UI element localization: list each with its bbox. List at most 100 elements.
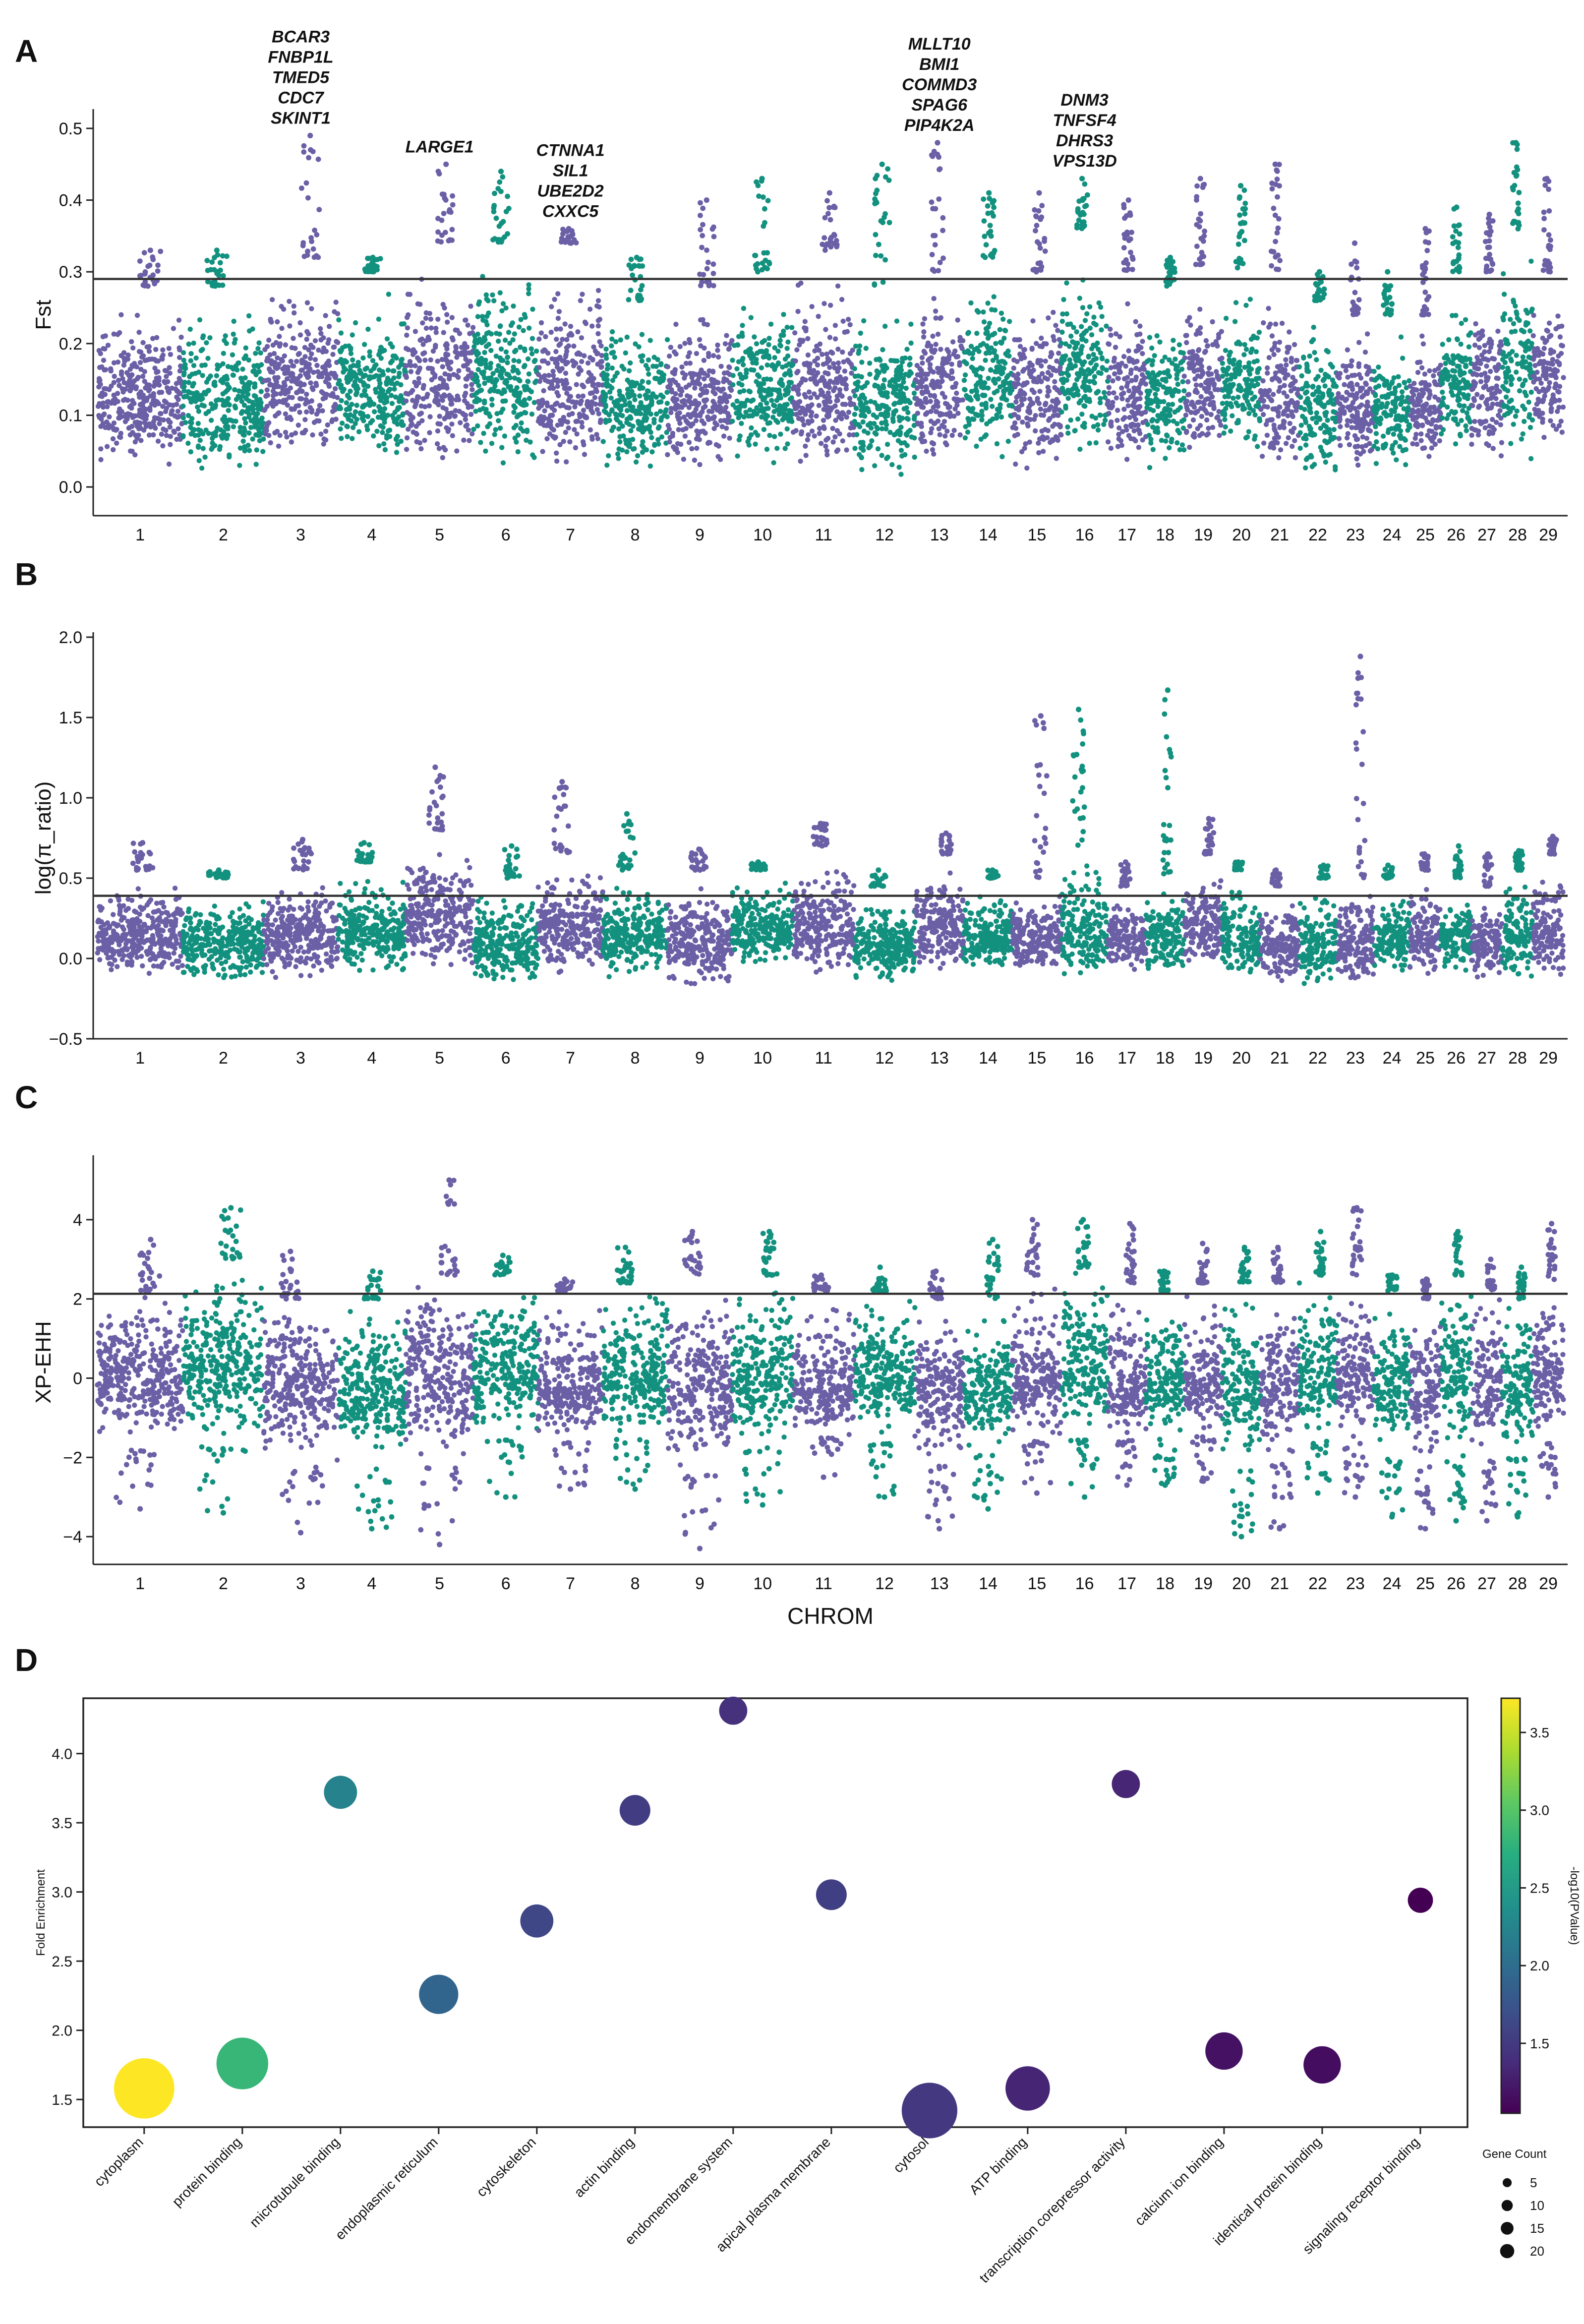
data-point [1063, 404, 1068, 409]
peak-point [1168, 255, 1173, 260]
data-point [609, 407, 614, 412]
data-point [474, 390, 479, 395]
data-point [821, 418, 826, 423]
data-point [686, 354, 691, 359]
data-point [290, 395, 294, 400]
outlier-point [821, 235, 827, 240]
data-point [1091, 321, 1096, 326]
data-point [209, 447, 214, 452]
data-point [556, 316, 561, 321]
data-point [449, 421, 454, 426]
data-point [783, 357, 788, 361]
data-point [1089, 346, 1094, 351]
data-point [1075, 417, 1080, 421]
data-point [1137, 324, 1142, 329]
data-point [638, 427, 643, 432]
data-point [730, 382, 735, 387]
data-point [396, 364, 401, 369]
data-point [529, 351, 534, 356]
data-point [741, 306, 746, 311]
data-point [530, 452, 535, 457]
data-point [498, 324, 503, 329]
x-tick-label: 7 [566, 526, 575, 544]
data-point [759, 365, 764, 370]
data-point [946, 354, 951, 359]
data-point [1152, 386, 1157, 391]
data-point [444, 312, 449, 317]
data-point [346, 379, 351, 384]
peak-point [148, 247, 153, 253]
data-point [163, 428, 168, 433]
outlier-point [310, 149, 316, 154]
data-point [323, 367, 328, 372]
data-point [1098, 413, 1103, 417]
data-point [950, 339, 955, 344]
data-point [386, 367, 391, 372]
data-point [683, 433, 688, 438]
data-point [922, 316, 927, 321]
data-point [1126, 348, 1131, 353]
outlier-point [761, 224, 766, 229]
data-point [1112, 358, 1116, 363]
data-point [268, 359, 273, 364]
data-point [549, 405, 554, 410]
outlier-point [880, 220, 885, 225]
data-point [721, 387, 726, 392]
data-point [697, 437, 702, 442]
data-point [385, 336, 390, 341]
data-point [1019, 402, 1024, 407]
data-point [1006, 439, 1011, 444]
data-point [203, 362, 208, 367]
data-point [376, 317, 381, 322]
data-point [1101, 422, 1106, 427]
data-point [868, 444, 873, 449]
data-point [98, 457, 103, 462]
data-point [555, 379, 560, 384]
data-point [723, 398, 728, 403]
outlier-point [755, 261, 761, 267]
data-point [722, 409, 727, 414]
data-point [755, 351, 760, 356]
data-point [261, 378, 266, 383]
data-point [243, 420, 248, 425]
data-point [823, 444, 828, 449]
data-point [107, 415, 112, 419]
data-point [854, 387, 859, 392]
data-point [1192, 405, 1197, 410]
data-point [623, 351, 628, 356]
data-point [372, 363, 377, 368]
data-point [387, 427, 392, 432]
data-point [630, 423, 635, 428]
x-tick-label: 2 [219, 526, 228, 544]
data-point [345, 375, 350, 380]
data-point [859, 413, 864, 418]
data-point [740, 323, 745, 328]
data-point [664, 390, 669, 395]
data-point [206, 388, 211, 393]
outlier-point [316, 157, 321, 162]
data-point [231, 372, 235, 377]
data-point [908, 341, 913, 346]
data-point [1178, 398, 1183, 403]
data-point [112, 420, 117, 425]
data-point [1079, 324, 1084, 329]
outlier-point [505, 231, 510, 237]
outlier-point [637, 298, 642, 303]
data-point [751, 398, 756, 403]
data-point [1023, 441, 1028, 446]
outlier-point [494, 216, 499, 221]
outlier-point [992, 248, 997, 253]
data-point [1043, 408, 1048, 413]
data-point [482, 350, 487, 355]
data-point [617, 392, 622, 397]
data-point [833, 323, 838, 328]
data-point [715, 348, 720, 353]
data-point [195, 390, 200, 395]
data-point [648, 338, 653, 343]
data-point [904, 386, 909, 391]
data-point [350, 332, 355, 337]
data-point [1199, 414, 1204, 419]
data-point [565, 419, 570, 424]
data-point [188, 419, 193, 424]
data-point [988, 418, 993, 423]
